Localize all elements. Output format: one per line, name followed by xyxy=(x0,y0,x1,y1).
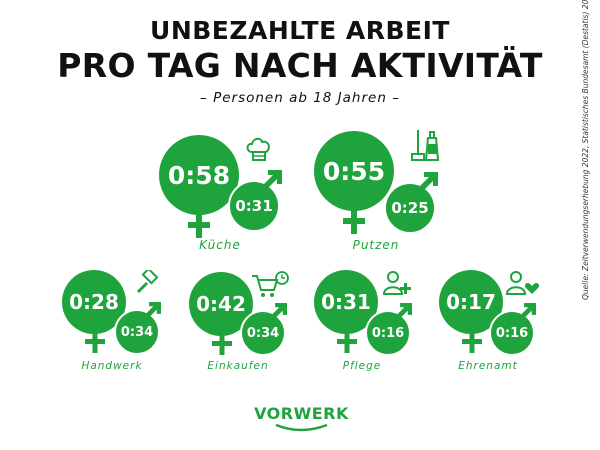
female-symbol-icon xyxy=(85,331,105,353)
male-value-circle: 0:25 xyxy=(384,182,436,234)
female-value: 0:28 xyxy=(69,290,119,314)
male-arrow-icon xyxy=(262,170,282,190)
female-value-circle: 0:55 xyxy=(314,131,394,211)
male-arrow-icon xyxy=(395,303,412,320)
page-title-line1: UNBEZAHLTE ARBEIT xyxy=(150,16,450,45)
activity-label: Ehrenamt xyxy=(458,360,518,372)
female-value: 0:58 xyxy=(167,160,231,190)
activity-label: Putzen xyxy=(352,238,400,252)
male-arrow-icon xyxy=(270,303,287,320)
activity-label: Pflege xyxy=(342,360,382,372)
cleaning-icon xyxy=(411,130,440,161)
person-heart-icon xyxy=(505,271,539,295)
female-value-circle: 0:28 xyxy=(62,270,126,334)
male-value-circle: 0:16 xyxy=(489,310,535,356)
female-value: 0:42 xyxy=(196,292,246,316)
male-value: 0:25 xyxy=(391,199,429,217)
hammer-icon xyxy=(136,270,159,294)
male-value: 0:31 xyxy=(235,197,273,215)
male-value-circle: 0:16 xyxy=(365,310,411,356)
person-plus-icon xyxy=(382,271,411,295)
activity-label: Handwerk xyxy=(81,360,143,372)
female-symbol-icon xyxy=(188,212,210,238)
activity-label: Küche xyxy=(199,238,241,252)
activity-label: Einkaufen xyxy=(207,360,269,372)
source-note: Quelle: Zeitverwendungserhebung 2022, St… xyxy=(581,0,590,300)
female-value: 0:31 xyxy=(321,290,371,314)
male-arrow-icon xyxy=(418,172,438,192)
female-value: 0:17 xyxy=(446,290,496,314)
male-value-circle: 0:34 xyxy=(114,309,160,355)
male-value: 0:16 xyxy=(495,325,529,341)
female-value-circle: 0:58 xyxy=(159,135,239,215)
male-value: 0:34 xyxy=(120,324,154,340)
male-arrow-icon xyxy=(519,303,536,320)
logo-swoosh-icon xyxy=(275,423,328,432)
male-arrow-icon xyxy=(144,302,161,319)
female-symbol-icon xyxy=(337,331,357,353)
male-value: 0:16 xyxy=(371,325,405,341)
male-value-circle: 0:34 xyxy=(240,310,286,356)
page-subtitle: – Personen ab 18 Jahren – xyxy=(200,90,400,106)
vorwerk-logo: VORWERK xyxy=(254,404,349,434)
female-symbol-icon xyxy=(343,208,365,234)
female-value: 0:55 xyxy=(322,156,386,186)
logo-text: VORWERK xyxy=(254,404,349,423)
female-symbol-icon xyxy=(462,331,482,353)
chef-hat-icon xyxy=(246,137,270,161)
female-symbol-icon xyxy=(212,333,232,355)
page-title-line2: PRO TAG NACH AKTIVITÄT xyxy=(57,46,543,85)
shopping-cart-icon xyxy=(252,271,289,297)
male-value: 0:34 xyxy=(246,325,280,341)
male-value-circle: 0:31 xyxy=(228,180,280,232)
